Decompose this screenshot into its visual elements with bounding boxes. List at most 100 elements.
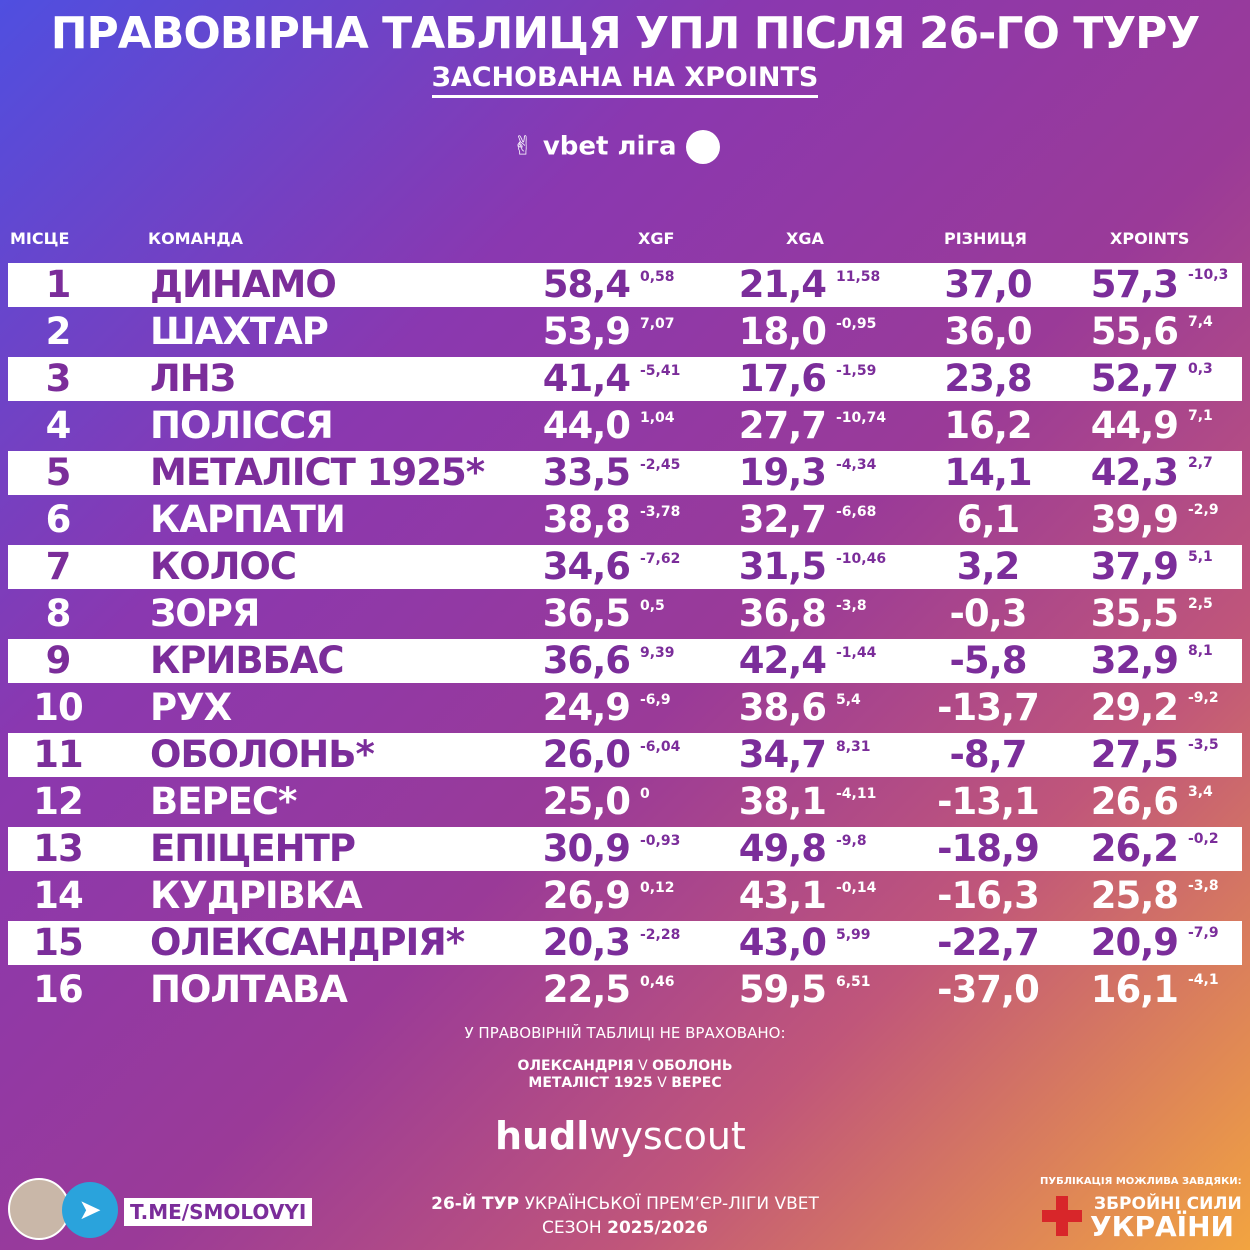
col-header: КОМАНДА (148, 229, 244, 248)
difference: -8,7 (949, 733, 1028, 776)
season: 2025/2026 (607, 1218, 708, 1238)
xga-delta: -0,14 (836, 880, 877, 896)
place: 10 (33, 686, 84, 729)
sep: V (638, 1058, 648, 1074)
xgf-delta: 7,07 (640, 316, 675, 332)
xpoints: 57,3 (1090, 263, 1179, 306)
team: ОЛЕКСАНДРІЯ (517, 1058, 634, 1074)
xga: 38,1 (738, 780, 827, 823)
table-row: 9 КРИВБАС 36,6 9,39 42,4 -1,44 -5,8 32,9 8,1 (8, 639, 1242, 683)
team: КОЛОС (150, 545, 297, 588)
xpoints-delta: -4,1 (1188, 972, 1219, 988)
xpoints: 26,6 (1090, 780, 1179, 823)
xga: 42,4 (738, 639, 827, 682)
xga: 21,4 (738, 263, 827, 306)
subtitle-text: ЗАСНОВАНА НА XPOINTS (431, 62, 819, 98)
xga-delta: -0,95 (836, 316, 877, 332)
xgf: 25,0 (542, 780, 631, 823)
xga-delta: -1,59 (836, 363, 877, 379)
table-row: 3 ЛНЗ 41,4 -5,41 17,6 -1,59 23,8 52,7 0,3 (8, 357, 1242, 401)
xgf: 26,9 (542, 874, 631, 917)
thanks: ПУБЛІКАЦІЯ МОЖЛИВА ЗАВДЯКИ: (1040, 1176, 1242, 1187)
xgf: 24,9 (542, 686, 631, 729)
product: wyscout (589, 1114, 746, 1158)
place: 16 (33, 968, 84, 1011)
xpoints: 39,9 (1090, 498, 1179, 541)
table-row: 16 ПОЛТАВА 22,5 0,46 59,5 6,51 -37,0 16,1 -4,1 (8, 968, 1242, 1012)
col-header: XGF (638, 229, 675, 248)
team: КАРПАТИ (150, 498, 346, 541)
xgf-delta: -5,41 (640, 363, 681, 379)
xga: 43,0 (738, 921, 827, 964)
xpoints-delta: -9,2 (1188, 690, 1219, 706)
xgf: 44,0 (542, 404, 631, 447)
xgf-delta: -0,93 (640, 833, 681, 849)
xga: 18,0 (738, 310, 827, 353)
xpoints-delta: -0,2 (1188, 831, 1219, 847)
table-row: 2 ШАХТАР 53,9 7,07 18,0 -0,95 36,0 55,6 7,4 (8, 310, 1242, 354)
footer-line: СЕЗОН 2025/2026 (0, 1216, 1250, 1240)
xga: 59,5 (738, 968, 827, 1011)
col-header: XGA (786, 229, 824, 248)
team: МЕТАЛІСТ 1925* (150, 451, 485, 494)
xpoints-delta: 7,4 (1188, 314, 1213, 330)
place: 13 (33, 827, 84, 870)
army-name: ЗБРОЙНІ СИЛИ (1094, 1194, 1242, 1214)
team: ПОЛТАВА (150, 968, 348, 1011)
difference: 6,1 (956, 498, 1021, 541)
xga-delta: -3,8 (836, 598, 867, 614)
difference: -37,0 (937, 968, 1040, 1011)
xgf-delta: 9,39 (640, 645, 675, 661)
xpoints-delta: 3,4 (1188, 784, 1213, 800)
xga-delta: 5,4 (836, 692, 861, 708)
team: ЗОРЯ (150, 592, 260, 635)
xpoints: 25,8 (1090, 874, 1179, 917)
army-name: УКРАЇНИ (1090, 1210, 1234, 1243)
xga-delta: 5,99 (836, 927, 871, 943)
xpoints-delta: 2,7 (1188, 455, 1213, 471)
xgf-delta: 0,46 (640, 974, 675, 990)
footer-text: 26-Й ТУР УКРАЇНСЬКОЇ ПРЕМ’ЄР-ЛІГИ VBET С… (0, 1192, 1250, 1240)
xga-delta: -1,44 (836, 645, 877, 661)
difference: -18,9 (937, 827, 1040, 870)
note-match: МЕТАЛІСТ 1925 V ВЕРЕС (0, 1075, 1250, 1092)
league: УКРАЇНСЬКОЇ ПРЕМ’ЄР-ЛІГИ VBET (524, 1194, 819, 1214)
xga-delta: 11,58 (836, 269, 881, 285)
xga-delta: 8,31 (836, 739, 871, 755)
xgf-delta: -6,04 (640, 739, 681, 755)
xgf-delta: -6,9 (640, 692, 671, 708)
place: 1 (45, 263, 72, 306)
xpoints: 27,5 (1090, 733, 1179, 776)
table-row: 8 ЗОРЯ 36,5 0,5 36,8 -3,8 -0,3 35,5 2,5 (8, 592, 1242, 636)
difference: -13,7 (937, 686, 1040, 729)
xga-delta: -10,74 (836, 410, 887, 426)
xgf-delta: -7,62 (640, 551, 681, 567)
team: ВЕРЕС* (150, 780, 297, 823)
table-row: 14 КУДРІВКА 26,9 0,12 43,1 -0,14 -16,3 25,8 -3,8 (8, 874, 1242, 918)
table-row: 1 ДИНАМО 58,4 0,58 21,4 11,58 37,0 57,3 -10,3 (8, 263, 1242, 307)
channel[interactable]: T.ME/SMOLOVYI (124, 1198, 313, 1226)
col-header: МІСЦЕ (10, 229, 70, 248)
team: ЕПІЦЕНТР (150, 827, 356, 870)
note-match: ОЛЕКСАНДРІЯ V ОБОЛОНЬ (0, 1058, 1250, 1075)
team: ДИНАМО (150, 263, 337, 306)
xgf: 38,8 (542, 498, 631, 541)
xpoints-delta: 8,1 (1188, 643, 1213, 659)
place: 14 (33, 874, 84, 917)
difference: 23,8 (944, 357, 1032, 400)
place: 5 (45, 451, 72, 494)
xga: 32,7 (738, 498, 827, 541)
xga: 34,7 (738, 733, 827, 776)
xga: 38,6 (738, 686, 827, 729)
xgf: 58,4 (542, 263, 631, 306)
title: ПРАВОВІРНА ТАБЛИЦЯ УПЛ ПІСЛЯ 26-ГО ТУРУ (50, 8, 1201, 59)
team: КУДРІВКА (150, 874, 363, 917)
xgf-delta: -3,78 (640, 504, 681, 520)
xpoints-delta: -7,9 (1188, 925, 1219, 941)
xga: 27,7 (738, 404, 827, 447)
xgf-delta: 0 (640, 786, 650, 802)
table-row: 5 МЕТАЛІСТ 1925* 33,5 -2,45 19,3 -4,34 14,1 42,… (8, 451, 1242, 495)
difference: 37,0 (944, 263, 1032, 306)
table-row: 15 ОЛЕКСАНДРІЯ* 20,3 -2,28 43,0 5,99 -22,7 20,9… (8, 921, 1242, 965)
